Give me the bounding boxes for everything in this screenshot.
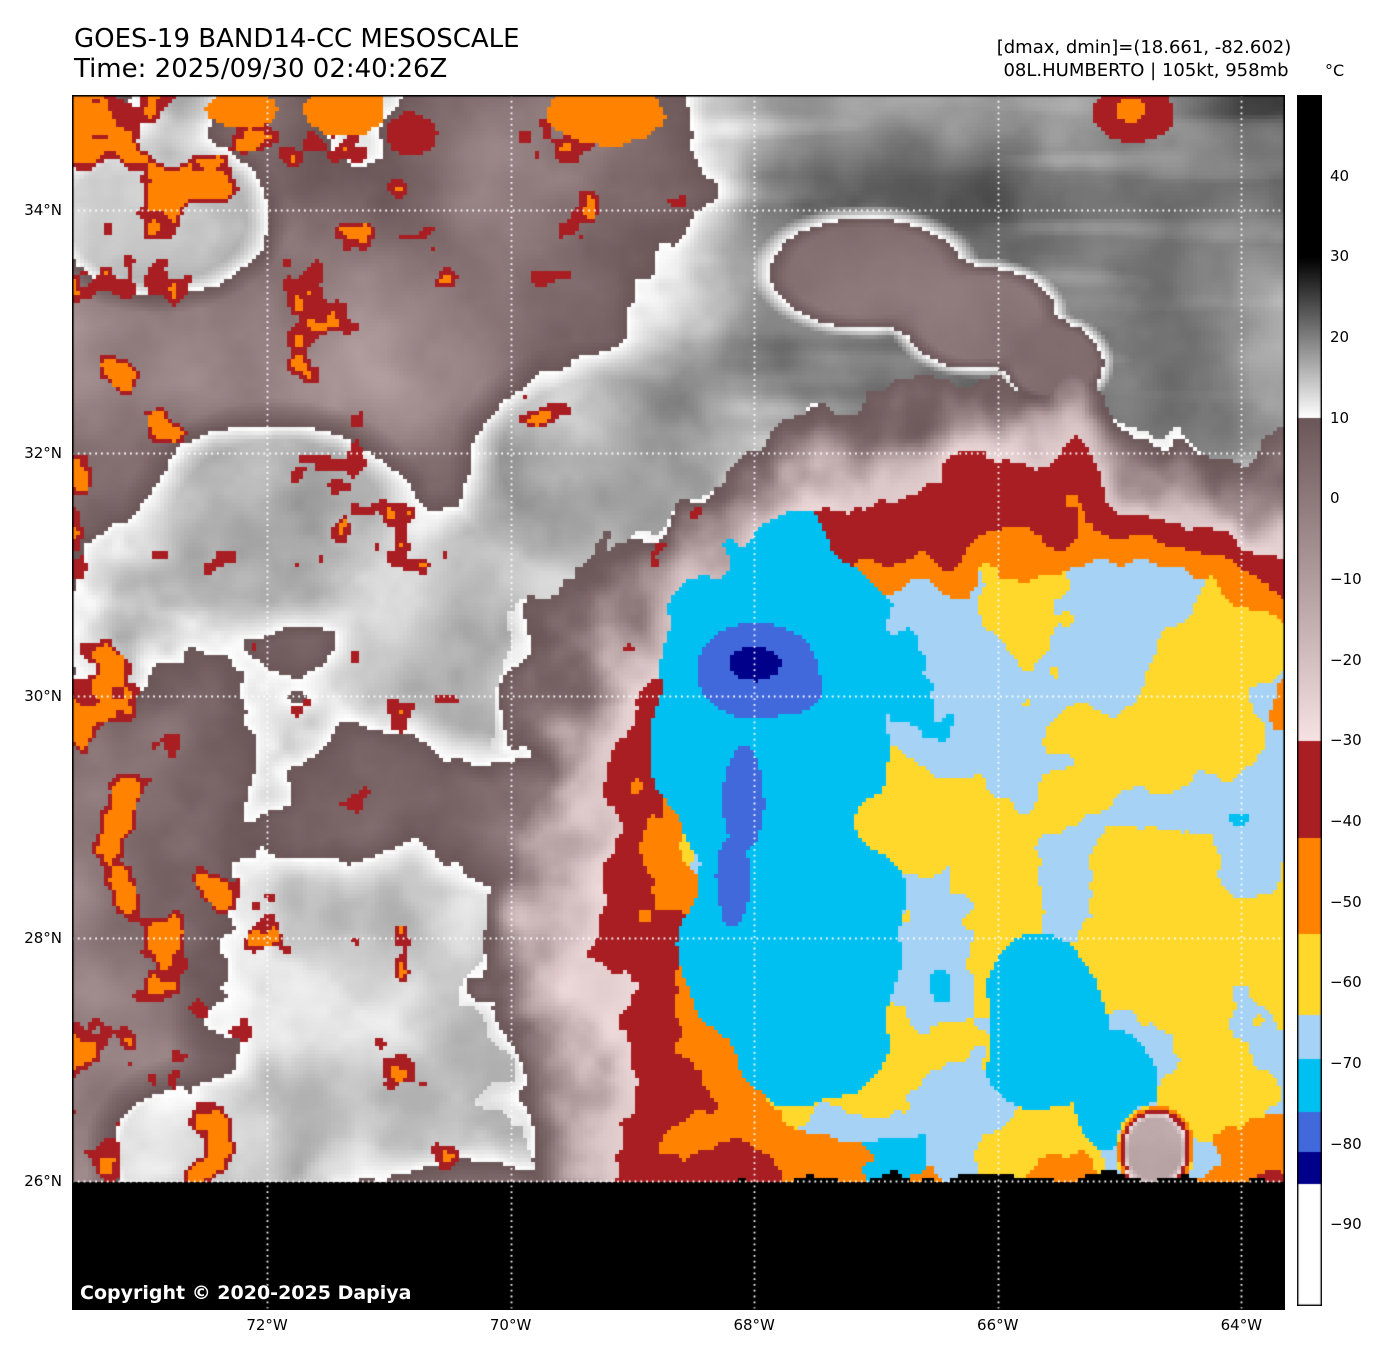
colorbar-tick-label: −40 xyxy=(1330,812,1362,830)
colorbar-tick-label: 40 xyxy=(1330,166,1350,185)
colorbar-tick-label: 10 xyxy=(1330,408,1350,427)
colorbar-tick-label: −90 xyxy=(1330,1215,1362,1234)
dmax-dmin-annotation: [dmax, dmin]=(18.661, -82.602) xyxy=(996,37,1292,58)
colorbar-tick-label: −30 xyxy=(1330,731,1362,750)
page-title: GOES-19 BAND14-CC MESOSCALE xyxy=(74,24,520,54)
lat-tick-label: 28°N xyxy=(24,929,62,948)
satellite-map: Copyright © 2020-2025 Dapiya xyxy=(72,95,1285,1310)
colorbar-tick-label: 20 xyxy=(1330,328,1350,346)
lat-tick-label: 34°N xyxy=(24,201,62,220)
colorbar-tick-label: −80 xyxy=(1330,1134,1362,1153)
colorbar-tick-label: −70 xyxy=(1330,1054,1362,1072)
lon-tick-label: 66°W xyxy=(977,1316,1019,1334)
lon-tick-label: 72°W xyxy=(246,1316,288,1334)
timestamp-label: Time: 2025/09/30 02:40:26Z xyxy=(74,54,448,84)
colorbar-unit-label: °C xyxy=(1325,61,1345,80)
lon-tick-label: 68°W xyxy=(733,1316,775,1334)
colorbar-tick-label: −20 xyxy=(1330,650,1362,669)
lat-tick-label: 32°N xyxy=(24,444,62,463)
satellite-imagery-canvas xyxy=(72,95,1285,1310)
colorbar-tick-label: 30 xyxy=(1330,247,1350,266)
colorbar-tick-label: 0 xyxy=(1330,489,1340,508)
lon-tick-label: 64°W xyxy=(1220,1316,1263,1334)
colorbar-tick-label: −10 xyxy=(1330,570,1362,588)
colorbar-tick-label: −60 xyxy=(1330,973,1362,992)
storm-info-annotation: 08L.HUMBERTO | 105kt, 958mb xyxy=(1003,60,1289,81)
lat-tick-label: 26°N xyxy=(24,1171,62,1190)
colorbar-tick-label: −50 xyxy=(1330,892,1362,911)
lat-tick-label: 30°N xyxy=(24,686,62,705)
lon-tick-label: 70°W xyxy=(489,1316,532,1334)
colorbar xyxy=(1297,95,1322,1306)
copyright-label: Copyright © 2020-2025 Dapiya xyxy=(80,1282,412,1304)
